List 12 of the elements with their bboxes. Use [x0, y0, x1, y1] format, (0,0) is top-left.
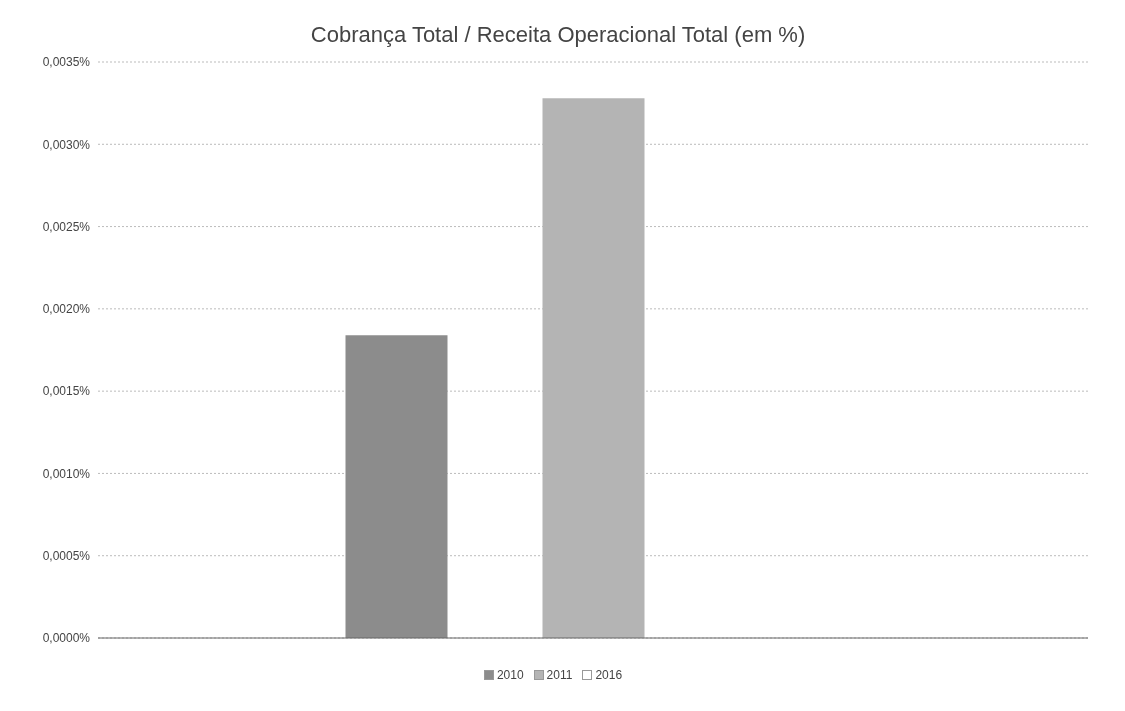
y-tick-label: 0,0000% — [42, 631, 91, 646]
chart-title: Cobrança Total / Receita Operacional Total (em %) — [309, 21, 807, 49]
y-tick-label: 0,0005% — [42, 548, 91, 563]
legend-label: 2011 — [546, 668, 573, 682]
y-tick-label: 0,0030% — [42, 137, 91, 152]
legend-label: 2010 — [496, 668, 524, 682]
y-tick-label: 0,0025% — [42, 219, 91, 234]
y-tick-label: 0,0015% — [42, 384, 91, 399]
y-tick-label: 0,0010% — [42, 466, 91, 481]
y-tick-label: 0,0020% — [42, 302, 91, 317]
legend-label: 2016 — [595, 668, 623, 682]
y-tick-label: 0,0035% — [42, 55, 91, 70]
